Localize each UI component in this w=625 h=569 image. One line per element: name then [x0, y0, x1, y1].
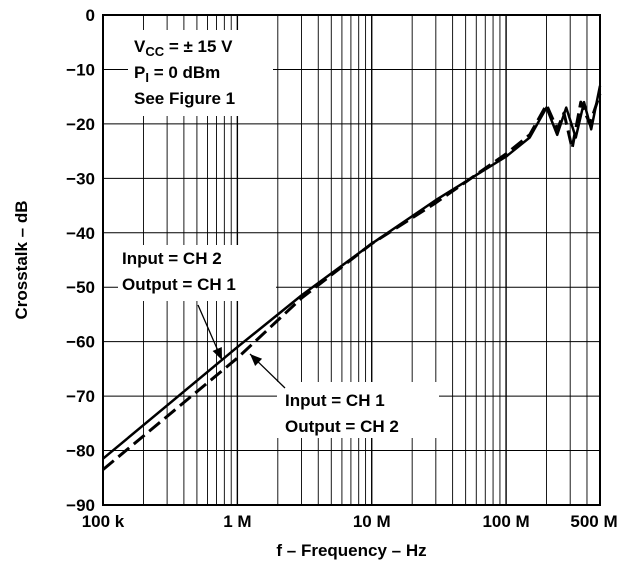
- y-tick-label: −10: [66, 60, 95, 79]
- series-line-2: [102, 93, 602, 471]
- figure-reference: See Figure 1: [134, 89, 235, 108]
- series-lines: [102, 85, 602, 471]
- y-tick-label: −30: [66, 169, 95, 188]
- y-tick-label: −90: [66, 496, 95, 515]
- series-label-bg: [118, 245, 276, 301]
- y-tick-label: 0: [86, 6, 95, 25]
- y-tick-label: −80: [66, 442, 95, 461]
- y-tick-label: −70: [66, 387, 95, 406]
- x-axis-label: f – Frequency – Hz: [276, 541, 426, 560]
- annotation-arrowhead: [212, 347, 222, 360]
- plot-frame: [102, 14, 601, 506]
- series-annotations: Input = CH 2 Output = CH 1 Input = CH 1 Out…: [118, 245, 439, 438]
- x-tick-label: 100 M: [482, 512, 529, 531]
- series-label-output: Output = CH 2: [285, 417, 399, 436]
- y-tick-label: −20: [66, 115, 95, 134]
- series-label-output: Output = CH 1: [122, 275, 236, 294]
- y-tick-label: −40: [66, 224, 95, 243]
- y-axis-label: Crosstalk – dB: [12, 200, 31, 319]
- y-tick-label: −50: [66, 278, 95, 297]
- x-tick-label: 500 M: [570, 512, 617, 531]
- x-tick-label: 100 k: [82, 512, 125, 531]
- series-label-input: Input = CH 1: [285, 391, 385, 410]
- vcc-condition: VCC = ± 15 V: [134, 37, 233, 59]
- pi-condition: PI = 0 dBm: [134, 63, 220, 85]
- x-tick-label: 10 M: [353, 512, 391, 531]
- test-conditions: VCC = ± 15 V PI = 0 dBm See Figure 1: [128, 30, 273, 116]
- annotation-arrowhead: [250, 354, 263, 366]
- series-label-bg: [277, 382, 439, 438]
- series-label-input: Input = CH 2: [122, 249, 222, 268]
- y-tick-label: −60: [66, 333, 95, 352]
- x-tick-label: 1 M: [223, 512, 251, 531]
